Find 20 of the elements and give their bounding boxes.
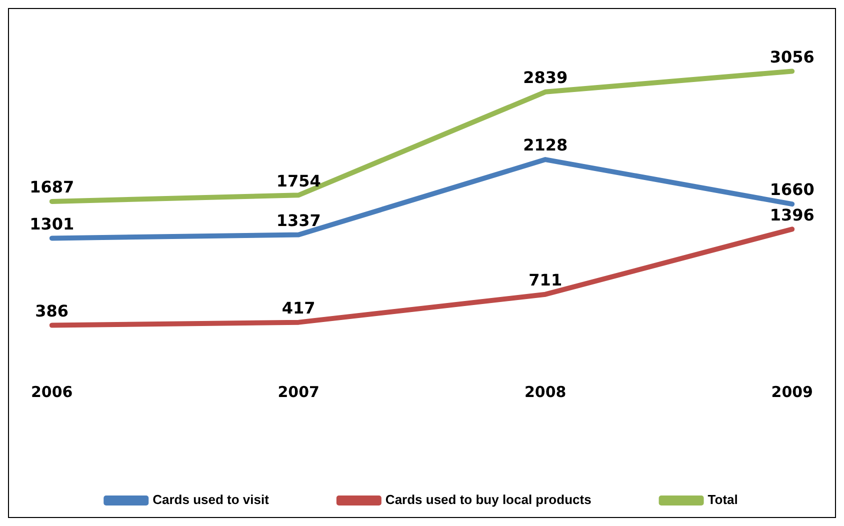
data-label: 386 [35, 301, 69, 320]
legend-label: Total [708, 492, 738, 508]
data-label: 1687 [30, 178, 74, 197]
data-label: 417 [282, 298, 316, 318]
data-label: 1396 [770, 205, 814, 224]
x-tick-label: 2006 [31, 382, 73, 401]
x-tick-label: 2007 [278, 382, 320, 401]
data-label: 3056 [770, 47, 814, 66]
data-label: 1660 [770, 180, 814, 200]
legend-label: Cards used to buy local products [385, 492, 592, 508]
frame: Cards used to visit Cards used to buy local products Total 2006 2007 2008 2009 1301 1337 2128 1660 386 417 711 1396 1687 1754 2839 3056 [8, 8, 836, 518]
data-label: 2128 [523, 136, 568, 155]
data-label: 2839 [523, 68, 568, 88]
data-label: 1337 [276, 210, 321, 230]
x-tick-label: 2008 [524, 382, 566, 401]
data-label: 1754 [276, 171, 321, 190]
legend-label: Cards used to visit [152, 492, 270, 508]
x-tick-label: 2009 [771, 382, 813, 401]
data-label: 1301 [30, 214, 74, 234]
data-label: 711 [528, 270, 562, 290]
